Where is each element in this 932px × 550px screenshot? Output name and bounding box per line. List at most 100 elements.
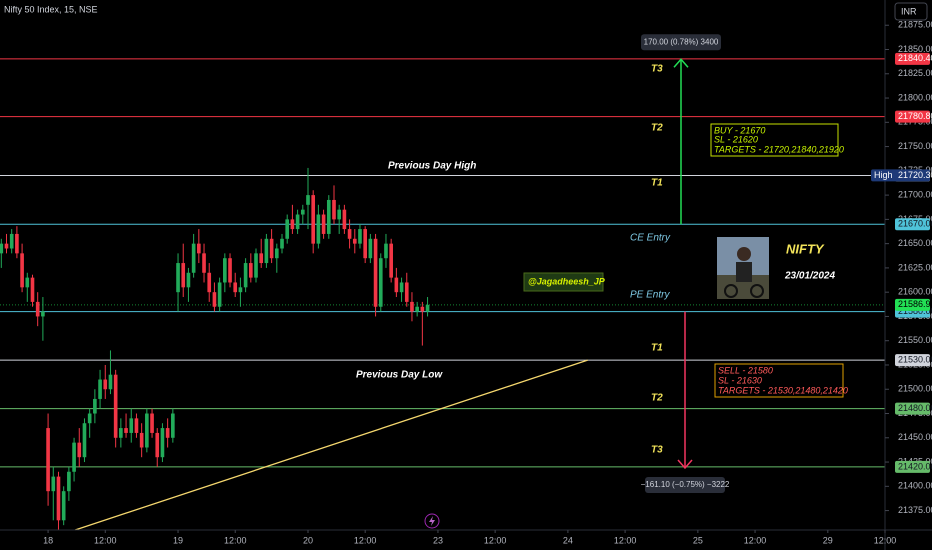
candle-body — [150, 413, 154, 433]
measure-label: 170.00 (0.78%) 3400 — [644, 37, 719, 46]
y-tick-label: 21600.00 — [898, 287, 932, 297]
sell-box — [714, 363, 844, 398]
y-tick-label: 21375.00 — [898, 505, 932, 515]
candle-body — [186, 272, 191, 288]
candle-body — [171, 413, 175, 438]
handle-box — [523, 272, 604, 292]
candle-body — [56, 476, 61, 521]
candle-body — [228, 258, 232, 283]
candle-body — [311, 195, 316, 244]
candle-body — [30, 277, 35, 302]
candle-body — [243, 263, 248, 288]
y-tick-label: 21875.00 — [898, 20, 932, 30]
candle-body — [384, 243, 388, 259]
target-label: T2 — [651, 393, 663, 404]
candle-body — [259, 253, 264, 264]
buy-line: TARGETS - 21720,21840,21920 — [714, 144, 844, 154]
candle-body — [20, 253, 24, 288]
measure-label-box — [645, 476, 725, 493]
candle-body — [15, 233, 19, 254]
candle-body — [399, 282, 404, 293]
candle-body — [285, 219, 290, 239]
measure-label-box — [641, 34, 721, 51]
candle-body — [82, 423, 87, 458]
target-label: T3 — [651, 445, 663, 456]
candle-body — [119, 428, 123, 438]
target-label: T3 — [651, 64, 663, 75]
candle-body — [238, 287, 243, 293]
currency[interactable]: INR — [901, 6, 917, 16]
candle-body — [124, 428, 128, 433]
entry-label: PE Entry — [630, 290, 670, 301]
candle-body — [51, 476, 56, 492]
trendline — [74, 359, 588, 531]
sell-line: SELL - 21580 — [718, 365, 773, 375]
symbol-label: NIFTY — [786, 241, 825, 256]
x-tick-label: 19 — [173, 535, 183, 545]
event-icon-bolt[interactable] — [429, 516, 435, 526]
event-icon[interactable] — [424, 513, 440, 529]
candle-body — [191, 243, 196, 273]
target-label: T1 — [651, 343, 663, 354]
high-text: High — [874, 170, 893, 180]
candle-body — [420, 306, 425, 312]
x-tick-label: 18 — [43, 535, 53, 545]
y-tick-label: 21650.00 — [898, 238, 932, 248]
candle-body — [98, 379, 102, 399]
candle-body — [207, 272, 212, 293]
candle-body — [93, 398, 97, 414]
candle-body — [394, 277, 399, 293]
candle-body — [342, 209, 347, 230]
x-tick-label: 25 — [693, 535, 703, 545]
x-tick-label: 20 — [303, 535, 313, 545]
profile-photo — [717, 237, 769, 299]
x-tick-label: 23 — [433, 535, 443, 545]
target-label: T2 — [651, 123, 663, 134]
candle-body — [46, 428, 50, 492]
photo-wheel — [750, 284, 764, 298]
candle-body — [217, 282, 222, 307]
candle-body — [197, 243, 201, 254]
candle-body — [35, 301, 40, 317]
y-tick-label: 21500.00 — [898, 384, 932, 394]
symbol-header: Nifty 50 Index, 15, NSE — [4, 4, 98, 14]
x-tick-label: 12:00 — [224, 535, 247, 545]
candle-body — [415, 306, 419, 312]
high-label: 21720.30 — [898, 170, 932, 180]
candle-body — [389, 243, 393, 278]
y-tick-label: 21825.00 — [898, 68, 932, 78]
target-label: T1 — [651, 178, 663, 189]
y-tick-label: 21450.00 — [898, 432, 932, 442]
candle-body — [41, 311, 45, 317]
sell-line: TARGETS - 21530,21480,21420 — [718, 385, 848, 395]
candle-body — [347, 229, 352, 239]
currency-box[interactable] — [894, 2, 928, 21]
x-tick-label: 24 — [563, 535, 573, 545]
candle-body — [254, 253, 258, 278]
level-label-box — [895, 354, 930, 367]
x-tick-label: 29 — [823, 535, 833, 545]
x-tick-label: 12:00 — [94, 535, 117, 545]
candle-body — [358, 229, 362, 244]
candle-body — [248, 263, 253, 278]
candle-body — [352, 238, 357, 244]
y-tick-label: 21550.00 — [898, 335, 932, 345]
candle-body — [290, 219, 295, 230]
candle-body — [306, 195, 310, 205]
y-tick-label: 21800.00 — [898, 92, 932, 102]
candle-body — [155, 432, 160, 458]
candle-body — [181, 263, 186, 288]
measure-label: −161.10 (−0.75%) −3222 — [641, 480, 730, 489]
x-tick-label: 12:00 — [484, 535, 507, 545]
photo-head — [737, 247, 751, 261]
candle-body — [300, 209, 305, 215]
candle-body — [337, 209, 342, 220]
y-tick-label: 21850.00 — [898, 44, 932, 54]
y-tick-label: 21750.00 — [898, 141, 932, 151]
candle-body — [321, 214, 326, 234]
candle-body — [129, 418, 134, 433]
candle-body — [326, 199, 331, 234]
candle-body — [316, 214, 321, 244]
level-label: 21840.40 — [898, 53, 932, 63]
y-tick-label: 21400.00 — [898, 481, 932, 491]
